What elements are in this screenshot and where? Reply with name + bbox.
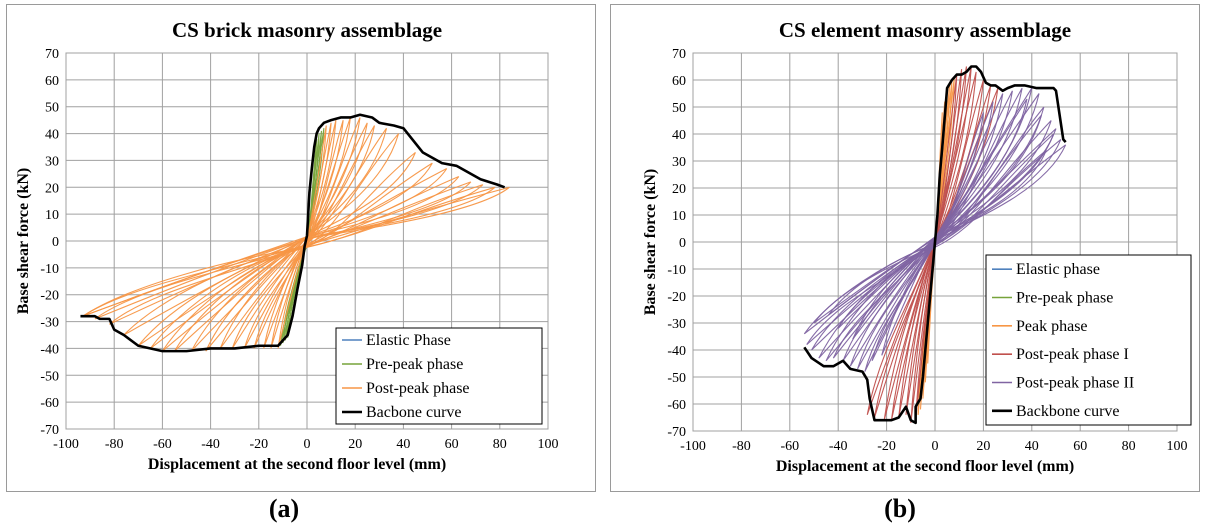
x-tick-label: -80 xyxy=(732,439,751,454)
y-tick-label: -50 xyxy=(40,369,59,384)
x-tick-label: 60 xyxy=(445,437,459,452)
x-tick-label: -40 xyxy=(201,437,220,452)
y-tick-label: -40 xyxy=(40,342,59,357)
legend-label: Elastic Phase xyxy=(366,332,451,349)
y-tick-label: 20 xyxy=(672,182,686,197)
x-tick-label: 20 xyxy=(976,439,990,454)
x-tick-label: 40 xyxy=(1025,439,1039,454)
y-tick-label: 20 xyxy=(45,181,59,196)
x-tick-label: 20 xyxy=(348,437,362,452)
x-tick-label: 60 xyxy=(1073,439,1087,454)
y-tick-label: 30 xyxy=(672,155,686,170)
x-tick-label: 0 xyxy=(932,439,939,454)
y-tick-label: 10 xyxy=(45,208,59,223)
x-tick-label: 100 xyxy=(538,437,559,452)
y-tick-label: -20 xyxy=(40,289,59,304)
y-tick-label: 60 xyxy=(672,74,686,89)
y-tick-label: 60 xyxy=(45,74,59,89)
panel-label-b: (b) xyxy=(884,494,916,523)
y-tick-label: 30 xyxy=(45,154,59,169)
y-tick-label: 70 xyxy=(672,47,686,62)
chart-title: CS brick masonry assemblage xyxy=(172,18,442,42)
hysteresis-loop xyxy=(828,114,1043,316)
y-tick-label: -30 xyxy=(667,317,686,332)
plot-area-border xyxy=(65,52,549,430)
y-tick-label: -20 xyxy=(667,290,686,305)
y-axis-label: Base shear force (kN) xyxy=(15,168,32,315)
y-tick-label: -40 xyxy=(667,344,686,359)
hysteresis-loop xyxy=(837,98,1028,329)
hysteresis-loop xyxy=(871,101,994,362)
x-tick-label: -20 xyxy=(249,437,268,452)
hysteresis-loop xyxy=(857,90,1013,370)
chart-panel-b: CS element masonry assemblage -100 -80 -60-… xyxy=(610,4,1200,492)
y-tick-label: -10 xyxy=(667,263,686,278)
x-tick-label: -20 xyxy=(877,439,896,454)
y-tick-label: 50 xyxy=(672,101,686,116)
legend-label: Post-peak phase II xyxy=(1016,375,1134,392)
legend-label: Backbone curve xyxy=(1016,403,1120,420)
y-tick-label: -70 xyxy=(40,423,59,438)
y-tick-label: 0 xyxy=(52,235,59,250)
legend-label: Post-peak phase xyxy=(366,380,470,397)
hysteresis-loop xyxy=(205,125,376,352)
x-tick-label: -100 xyxy=(680,439,706,454)
x-tick-label: 0 xyxy=(304,437,311,452)
x-tick-label: -80 xyxy=(105,437,124,452)
y-tick-label: 50 xyxy=(45,101,59,116)
backbone-curve xyxy=(803,65,1067,425)
hysteresis-loop xyxy=(917,77,955,415)
hysteresis-loop xyxy=(109,181,472,325)
hysteresis-loop xyxy=(881,112,984,356)
x-tick-label: 100 xyxy=(1167,439,1188,454)
legend-label: Elastic phase xyxy=(1016,261,1100,278)
chart-svg-a: CS brick masonry assemblage-100 -80 -60 -40… xyxy=(15,18,559,473)
hysteresis-loop xyxy=(263,120,337,349)
chart-title: CS element masonry assemblage xyxy=(779,18,1071,42)
hysteresis-loop xyxy=(864,93,1004,372)
hysteresis-loops xyxy=(82,117,510,352)
x-tick-label: -100 xyxy=(53,437,79,452)
legend: Elastic Phase Pre-peak phase Post-peak pha… xyxy=(335,327,543,425)
y-tick-label: -10 xyxy=(40,262,59,277)
backbone-curve xyxy=(80,113,506,353)
y-tick-label: -70 xyxy=(667,425,686,440)
hysteresis-loop xyxy=(270,122,332,349)
legend-label: Pre-peak phase xyxy=(1016,290,1113,307)
legend-label: Bacbone curve xyxy=(366,404,462,421)
y-tick-label: -30 xyxy=(40,316,59,331)
y-tick-label: 40 xyxy=(672,128,686,143)
plot-area-border xyxy=(692,52,1178,432)
x-tick-label: 40 xyxy=(396,437,410,452)
legend-box xyxy=(335,327,543,425)
y-axis-label: Base shear force (kN) xyxy=(642,169,659,316)
hysteresis-loop xyxy=(849,87,1023,367)
x-tick-label: -40 xyxy=(829,439,848,454)
y-tick-label: 40 xyxy=(45,128,59,143)
y-tick-label: -60 xyxy=(40,396,59,411)
y-tick-label: 0 xyxy=(679,236,686,251)
legend-label: Post-peak phase I xyxy=(1016,346,1129,363)
x-tick-label: -60 xyxy=(780,439,799,454)
y-tick-label: -60 xyxy=(667,398,686,413)
y-tick-label: 70 xyxy=(45,47,59,62)
legend: Elastic phase Pre-peak phase Peak phase Pos… xyxy=(985,254,1192,426)
x-tick-label: 80 xyxy=(493,437,507,452)
y-tick-label: -50 xyxy=(667,371,686,386)
legend-label: Peak phase xyxy=(1016,318,1088,335)
x-tick-label: -60 xyxy=(153,437,172,452)
x-tick-label: 80 xyxy=(1122,439,1136,454)
y-tick-label: 10 xyxy=(672,209,686,224)
chart-panel-a: CS brick masonry assemblage -100 -80 -60 -40… xyxy=(6,4,596,492)
x-axis-label: Displacement at the second floor level (… xyxy=(148,456,446,473)
panel-label-a: (a) xyxy=(268,494,300,523)
x-axis-label: Displacement at the second floor level (… xyxy=(776,458,1074,475)
chart-svg-b: CS element masonry assemblage-100 -80 -60-… xyxy=(642,18,1192,475)
hysteresis-loop xyxy=(852,149,1047,340)
hysteresis-loop xyxy=(818,120,1052,359)
legend-label: Pre-peak phase xyxy=(366,356,463,373)
legend-box xyxy=(985,254,1192,426)
